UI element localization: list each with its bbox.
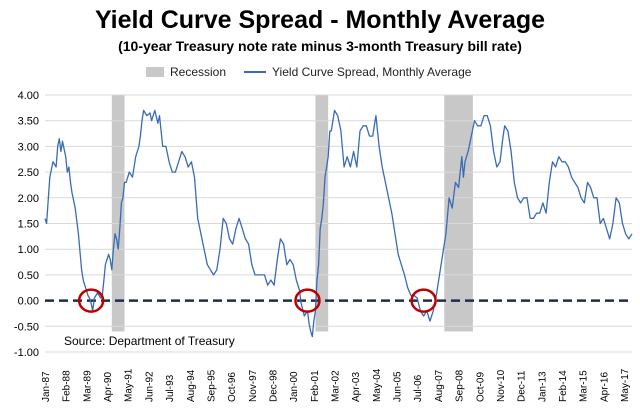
series-line-yield-spread xyxy=(44,109,633,338)
recession-band-1 xyxy=(111,95,125,332)
x-tick-label-3: Apr-90 xyxy=(103,372,114,402)
x-tick-label-16: May-04 xyxy=(372,368,383,402)
x-tick-label-1: Feb-88 xyxy=(62,370,73,402)
x-tick-label-9: Oct-96 xyxy=(227,372,238,402)
x-tick-label-11: Dec-98 xyxy=(268,369,279,402)
x-tick-label-21: Oct-09 xyxy=(475,372,486,402)
x-tick-label-12: Jan-00 xyxy=(289,371,300,402)
legend: Recession Yield Curve Spread, Monthly Av… xyxy=(146,65,472,79)
inversion-circle-3 xyxy=(410,288,437,313)
y-tick-label-1: -0.50 xyxy=(14,321,39,333)
y-tick-label-6: 2.00 xyxy=(18,193,39,205)
y-tick-label-10: 4.00 xyxy=(18,90,39,102)
x-tick-label-27: Apr-16 xyxy=(599,372,610,402)
y-tick-label-7: 2.50 xyxy=(18,167,39,179)
x-tick-label-14: Mar-02 xyxy=(331,370,342,402)
chart-subtitle: (10-year Treasury note rate minus 3-mont… xyxy=(118,38,522,54)
x-tick-label-24: Jan-13 xyxy=(537,371,548,402)
x-tick-label-15: Apr-03 xyxy=(351,372,362,402)
x-tick-label-18: Jul-06 xyxy=(413,374,424,402)
x-tick-label-2: Mar-89 xyxy=(82,370,93,402)
y-tick-label-2: 0.00 xyxy=(18,296,39,308)
y-tick-label-5: 1.50 xyxy=(18,219,39,231)
y-tick-label-4: 1.00 xyxy=(18,244,39,256)
x-tick-label-8: Sep-95 xyxy=(206,369,217,402)
source-note: Source: Department of Treasury xyxy=(64,334,235,348)
chart-title: Yield Curve Spread - Monthly Average xyxy=(95,6,545,34)
x-tick-label-19: Aug-07 xyxy=(434,369,445,402)
y-axis-ticks: -1.00 -0.50 0.00 0.50 1.00 1.50 2.00 2.50 3.00 3.… xyxy=(14,90,39,359)
x-tick-label-25: Feb-14 xyxy=(558,370,569,402)
x-tick-label-6: Jul-93 xyxy=(165,374,176,402)
y-tick-label-9: 3.50 xyxy=(18,116,39,128)
inversion-circle-1 xyxy=(77,288,105,313)
y-tick-label-0: -1.00 xyxy=(14,347,39,359)
recession-band-3 xyxy=(444,95,473,332)
y-tick-label-3: 0.50 xyxy=(18,270,39,282)
x-tick-label-0: Jan-87 xyxy=(41,371,52,402)
x-tick-label-26: Mar-15 xyxy=(579,370,590,402)
x-tick-label-13: Feb-01 xyxy=(310,370,321,402)
x-tick-label-17: Jun-05 xyxy=(393,371,404,402)
x-tick-label-7: Aug-94 xyxy=(186,369,197,402)
legend-label-spread: Yield Curve Spread, Monthly Average xyxy=(272,65,472,79)
legend-swatch-recession xyxy=(146,67,164,77)
gridlines xyxy=(45,94,632,353)
x-tick-label-28: May-17 xyxy=(620,368,631,402)
inversion-circle-2 xyxy=(294,288,321,313)
y-tick-label-8: 3.00 xyxy=(18,141,39,153)
x-tick-label-22: Nov-10 xyxy=(496,369,507,402)
x-tick-label-4: May-91 xyxy=(124,368,135,402)
inversion-circles xyxy=(77,288,437,313)
legend-label-recession: Recession xyxy=(170,65,226,79)
recession-bands xyxy=(111,95,473,332)
x-tick-label-23: Dec-11 xyxy=(517,370,528,402)
x-axis-ticks: Jan-87 Feb-88 Mar-89 Apr-90 May-91 Jun-92 Jul-… xyxy=(41,368,631,402)
x-tick-label-20: Sep-08 xyxy=(455,369,466,402)
x-tick-label-5: Jun-92 xyxy=(144,371,155,402)
x-tick-label-10: Nov-97 xyxy=(248,369,259,402)
